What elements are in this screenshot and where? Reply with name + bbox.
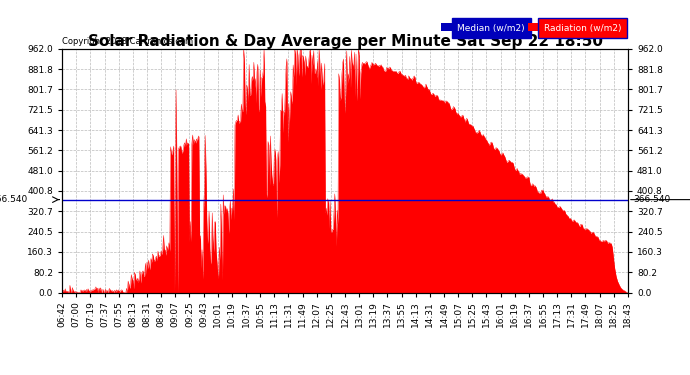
Title: Solar Radiation & Day Average per Minute Sat Sep 22 18:50: Solar Radiation & Day Average per Minute… <box>88 34 602 49</box>
Text: 366.540: 366.540 <box>633 195 671 204</box>
Text: Copyright 2018 Cartronics.com: Copyright 2018 Cartronics.com <box>62 38 193 46</box>
Legend: Median (w/m2), Radiation (w/m2): Median (w/m2), Radiation (w/m2) <box>440 22 623 34</box>
Text: 366.540: 366.540 <box>0 195 27 204</box>
